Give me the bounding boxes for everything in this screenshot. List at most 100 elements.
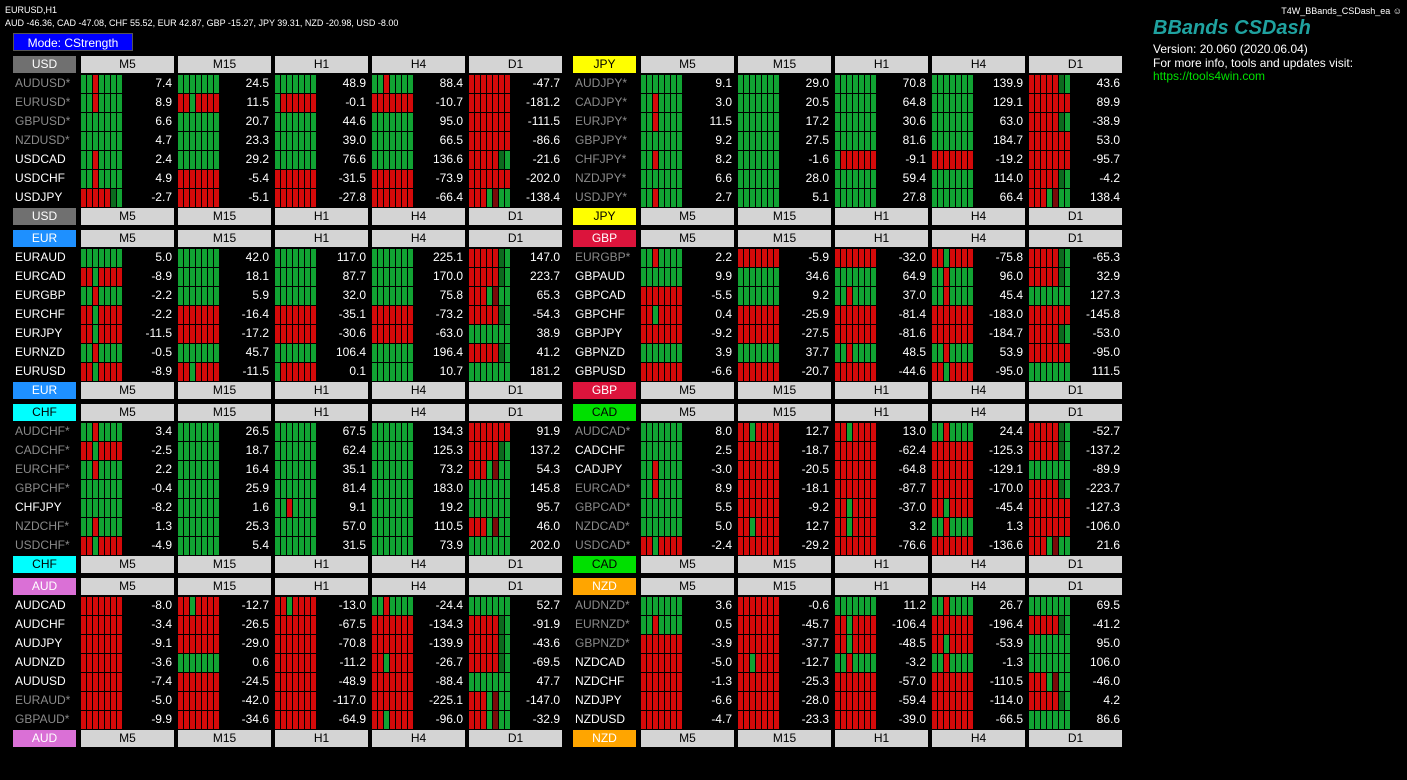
trend-cell-m15[interactable]: -18.7: [738, 441, 831, 460]
currency-button[interactable]: EUR: [13, 230, 76, 247]
pair-name[interactable]: NZDJPY*: [575, 171, 627, 185]
pair-row[interactable]: GBPUSD* 6.6 20.7 44.6 95.0 -111.5: [13, 112, 1123, 131]
trend-cell-m5[interactable]: -6.6: [641, 362, 734, 381]
pair-name[interactable]: EURAUD: [15, 250, 66, 264]
trend-cell-h1[interactable]: -44.6: [835, 362, 928, 381]
trend-cell-m5[interactable]: -7.4: [81, 672, 174, 691]
pair-name[interactable]: EURJPY: [15, 326, 63, 340]
trend-cell-d1[interactable]: 32.9: [1029, 267, 1122, 286]
trend-cell-h4[interactable]: -125.3: [932, 441, 1025, 460]
trend-cell-m15[interactable]: 20.5: [738, 93, 831, 112]
trend-cell-h4[interactable]: 96.0: [932, 267, 1025, 286]
pair-row[interactable]: GBPCHF* -0.4 25.9 81.4 183.0 145.8: [13, 479, 1123, 498]
pair-row[interactable]: AUDCAD -8.0 -12.7 -13.0 -24.4 52.7: [13, 596, 1123, 615]
currency-button[interactable]: CHF: [13, 556, 76, 573]
trend-cell-d1[interactable]: 46.0: [469, 517, 562, 536]
pair-name[interactable]: AUDUSD: [15, 674, 66, 688]
pair-name[interactable]: USDJPY: [15, 190, 63, 204]
timeframe-header-m5[interactable]: M5: [81, 208, 174, 225]
pair-row[interactable]: AUDJPY -9.1 -29.0 -70.8 -139.9 -43.6: [13, 634, 1123, 653]
timeframe-header-h4[interactable]: H4: [372, 382, 465, 399]
trend-cell-m15[interactable]: 23.3: [178, 131, 271, 150]
trend-cell-d1[interactable]: -145.8: [1029, 305, 1122, 324]
trend-cell-d1[interactable]: -95.0: [1029, 343, 1122, 362]
trend-cell-h1[interactable]: 9.1: [275, 498, 368, 517]
trend-cell-d1[interactable]: -53.0: [1029, 324, 1122, 343]
pair-row[interactable]: EURAUD* -5.0 -42.0 -117.0 -225.1 -147.0: [13, 691, 1123, 710]
pair-row[interactable]: EURNZD* 0.5 -45.7 -106.4 -196.4 -41.2: [573, 615, 1407, 634]
trend-cell-h1[interactable]: 81.4: [275, 479, 368, 498]
trend-cell-m5[interactable]: -4.7: [641, 710, 734, 729]
timeframe-header-h1[interactable]: H1: [835, 730, 928, 747]
trend-cell-h4[interactable]: 73.2: [372, 460, 465, 479]
timeframe-header-h4[interactable]: H4: [372, 56, 465, 73]
trend-cell-h1[interactable]: 32.0: [275, 286, 368, 305]
trend-cell-h4[interactable]: -114.0: [932, 691, 1025, 710]
trend-cell-h4[interactable]: -95.0: [932, 362, 1025, 381]
pair-name[interactable]: AUDCAD: [15, 598, 66, 612]
trend-cell-h4[interactable]: 196.4: [372, 343, 465, 362]
trend-cell-m5[interactable]: 8.9: [81, 93, 174, 112]
trend-cell-h1[interactable]: -117.0: [275, 691, 368, 710]
pair-row[interactable]: GBPUSD -6.6 -20.7 -44.6 -95.0 111.5: [573, 362, 1407, 381]
trend-cell-m15[interactable]: 1.6: [178, 498, 271, 517]
pair-name[interactable]: CADJPY*: [575, 95, 628, 109]
trend-cell-h1[interactable]: -31.5: [275, 169, 368, 188]
timeframe-header-m15[interactable]: M15: [178, 730, 271, 747]
timeframe-header-h1[interactable]: H1: [275, 56, 368, 73]
trend-cell-d1[interactable]: -41.2: [1029, 615, 1122, 634]
pair-name[interactable]: EURCHF: [15, 307, 65, 321]
trend-cell-h1[interactable]: 35.1: [275, 460, 368, 479]
trend-cell-m5[interactable]: 9.1: [641, 74, 734, 93]
timeframe-header-m5[interactable]: M5: [641, 56, 734, 73]
trend-cell-h1[interactable]: -81.6: [835, 324, 928, 343]
trend-cell-h1[interactable]: 31.5: [275, 536, 368, 555]
trend-cell-h1[interactable]: -32.0: [835, 248, 928, 267]
trend-cell-h1[interactable]: 59.4: [835, 169, 928, 188]
pair-name[interactable]: AUDJPY: [15, 636, 63, 650]
pair-row[interactable]: EURGBP* 2.2 -5.9 -32.0 -75.8 -65.3: [573, 248, 1407, 267]
timeframe-header-d1[interactable]: D1: [469, 230, 562, 247]
timeframe-header-d1[interactable]: D1: [1029, 208, 1122, 225]
trend-cell-h1[interactable]: 27.8: [835, 188, 928, 207]
pair-row[interactable]: CADJPY -3.0 -20.5 -64.8 -129.1 -89.9: [573, 460, 1407, 479]
timeframe-header-m5[interactable]: M5: [641, 404, 734, 421]
trend-cell-m15[interactable]: -20.5: [738, 460, 831, 479]
trend-cell-h4[interactable]: -66.4: [372, 188, 465, 207]
trend-cell-d1[interactable]: -86.6: [469, 131, 562, 150]
pair-row[interactable]: NZDJPY* 6.6 28.0 59.4 114.0 -4.2: [573, 169, 1407, 188]
trend-cell-m5[interactable]: 6.6: [81, 112, 174, 131]
trend-cell-m5[interactable]: -9.2: [641, 324, 734, 343]
timeframe-header-m5[interactable]: M5: [81, 382, 174, 399]
trend-cell-h1[interactable]: 3.2: [835, 517, 928, 536]
pair-row[interactable]: USDJPY -2.7 -5.1 -27.8 -66.4 -138.4: [13, 188, 1123, 207]
trend-cell-m15[interactable]: 24.5: [178, 74, 271, 93]
currency-button[interactable]: NZD: [573, 730, 636, 747]
trend-cell-m5[interactable]: -3.6: [81, 653, 174, 672]
trend-cell-m15[interactable]: 12.7: [738, 422, 831, 441]
trend-cell-h1[interactable]: 39.0: [275, 131, 368, 150]
pair-row[interactable]: AUDJPY* 9.1 29.0 70.8 139.9 43.6: [573, 74, 1407, 93]
pair-row[interactable]: AUDUSD -7.4 -24.5 -48.9 -88.4 47.7: [13, 672, 1123, 691]
trend-cell-m15[interactable]: -28.0: [738, 691, 831, 710]
trend-cell-d1[interactable]: 91.9: [469, 422, 562, 441]
trend-cell-m5[interactable]: -6.6: [641, 691, 734, 710]
pair-name[interactable]: AUDJPY*: [575, 76, 628, 90]
trend-cell-h1[interactable]: -39.0: [835, 710, 928, 729]
timeframe-header-m5[interactable]: M5: [81, 56, 174, 73]
trend-cell-m5[interactable]: 2.2: [641, 248, 734, 267]
timeframe-header-m15[interactable]: M15: [738, 56, 831, 73]
trend-cell-m15[interactable]: -26.5: [178, 615, 271, 634]
trend-cell-h1[interactable]: 62.4: [275, 441, 368, 460]
trend-cell-d1[interactable]: 223.7: [469, 267, 562, 286]
trend-cell-d1[interactable]: 145.8: [469, 479, 562, 498]
trend-cell-h4[interactable]: -170.0: [932, 479, 1025, 498]
trend-cell-m5[interactable]: -2.7: [81, 188, 174, 207]
trend-cell-h1[interactable]: -76.6: [835, 536, 928, 555]
timeframe-header-h1[interactable]: H1: [835, 56, 928, 73]
trend-cell-h4[interactable]: 1.3: [932, 517, 1025, 536]
timeframe-header-m15[interactable]: M15: [178, 556, 271, 573]
pair-row[interactable]: GBPCAD* 5.5 -9.2 -37.0 -45.4 -127.3: [573, 498, 1407, 517]
trend-cell-d1[interactable]: 95.7: [469, 498, 562, 517]
timeframe-header-d1[interactable]: D1: [469, 556, 562, 573]
